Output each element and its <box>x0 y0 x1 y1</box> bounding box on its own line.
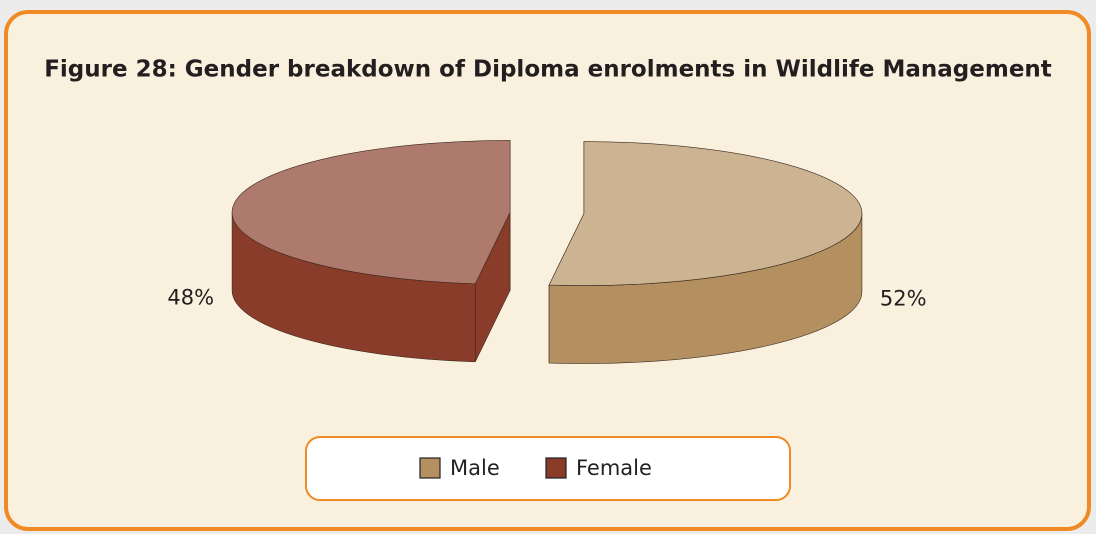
legend-label: Male <box>450 456 500 480</box>
data-label: 48% <box>167 285 214 309</box>
legend-label: Female <box>576 456 652 480</box>
chart-frame <box>4 10 1091 531</box>
legend-swatch <box>419 457 441 479</box>
chart-title: Figure 28: Gender breakdown of Diploma e… <box>44 57 1052 83</box>
slice-top <box>231 140 511 285</box>
pie <box>231 140 863 364</box>
legend-swatch <box>545 457 567 479</box>
data-label: 52% <box>880 287 927 311</box>
slice-top <box>548 141 863 286</box>
